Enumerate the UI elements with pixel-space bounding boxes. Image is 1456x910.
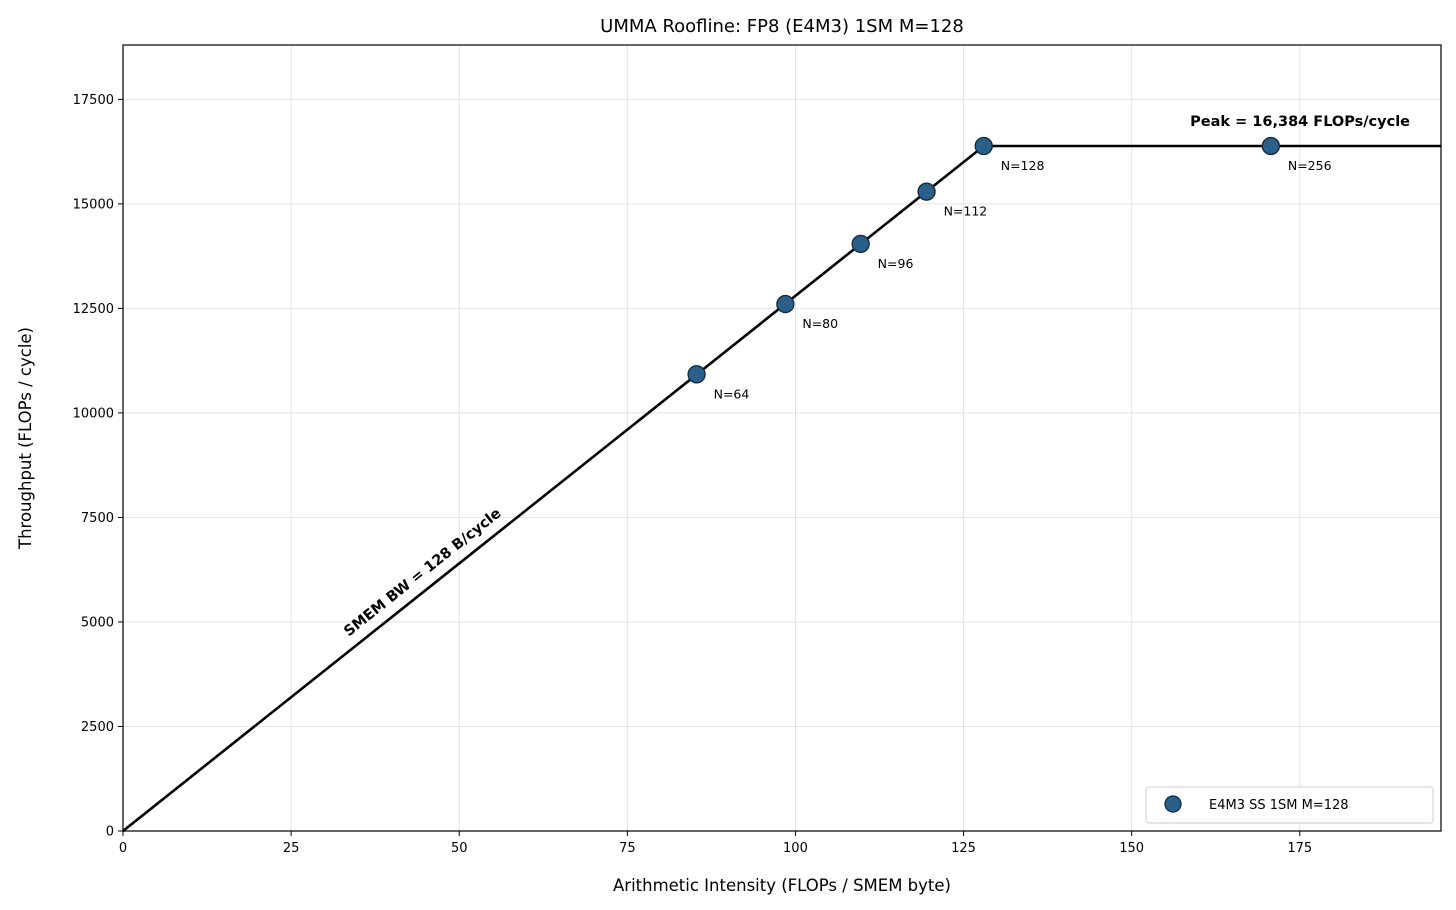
y-tick-label: 17500 (73, 93, 114, 108)
x-tick-label: 150 (1119, 841, 1144, 856)
x-tick-label: 50 (451, 841, 468, 856)
axis-ticks: 0 25 50 75 100 125 150 175 0 2500 5000 7500 10000 125… (73, 93, 1313, 856)
y-tick-label: 15000 (73, 197, 114, 212)
peak-annotation: Peak = 16,384 FLOPs/cycle (1190, 114, 1410, 130)
chart-title: UMMA Roofline: FP8 (E4M3) 1SM M=128 (600, 16, 964, 37)
data-point (851, 234, 870, 254)
x-axis-label: Arithmetic Intensity (FLOPs / SMEM byte) (613, 876, 951, 895)
point-labels: N=64 N=80 N=96 N=112 N=128 N=256 (714, 158, 1332, 401)
x-tick-label: 125 (951, 841, 976, 856)
data-point (776, 294, 795, 314)
x-tick-label: 25 (283, 841, 300, 856)
y-tick-label: 5000 (81, 615, 114, 630)
y-tick-label: 7500 (81, 511, 114, 526)
data-point-label: N=256 (1288, 158, 1332, 173)
x-tick-label: 100 (783, 841, 808, 856)
y-tick-label: 2500 (81, 720, 114, 735)
data-point (917, 182, 936, 201)
data-point-label: N=112 (944, 204, 988, 219)
data-point-label: N=128 (1001, 158, 1045, 173)
x-tick-label: 0 (119, 841, 127, 856)
data-point-label: N=96 (878, 256, 914, 271)
y-tick-label: 10000 (73, 406, 114, 421)
data-point (974, 136, 993, 156)
data-point (687, 365, 706, 384)
legend-box (1145, 786, 1434, 824)
data-point (1261, 136, 1281, 156)
y-tick-label: 12500 (73, 302, 114, 317)
data-point-label: N=64 (714, 386, 750, 401)
x-tick-label: 75 (619, 841, 636, 856)
y-tick-label: 0 (106, 825, 114, 840)
legend: E4M3 SS 1SM M=128 (1145, 786, 1434, 824)
data-point-label: N=80 (802, 316, 838, 331)
x-tick-label: 175 (1287, 841, 1312, 856)
legend-marker (1164, 795, 1182, 813)
plot-frame (122, 44, 1442, 832)
data-points (687, 136, 1281, 384)
y-axis-label: Throughput (FLOPs / cycle) (16, 327, 35, 550)
legend-label: E4M3 SS 1SM M=128 (1209, 798, 1349, 813)
